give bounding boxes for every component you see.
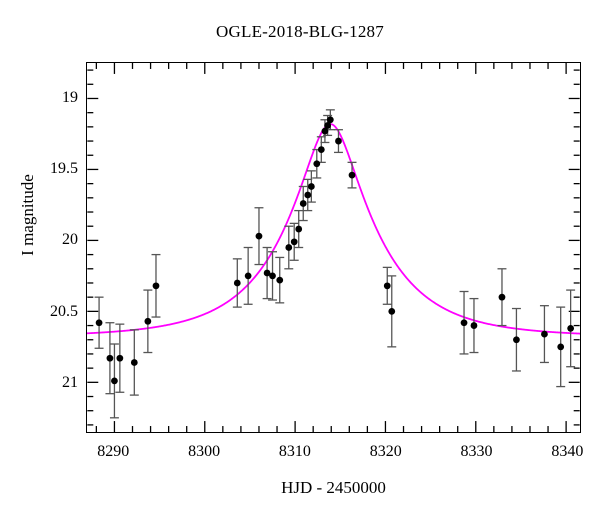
x-axis-label: HJD - 2450000 [281,478,386,497]
y-tick-label: 21 [62,374,78,392]
data-point [557,343,565,351]
y-tick-label: 19.5 [50,160,78,178]
data-point [321,127,329,135]
data-point [326,116,334,124]
data-point [299,200,307,207]
data-point [276,276,284,284]
data-point [144,317,152,325]
data-point [317,146,325,153]
data-point [106,354,114,362]
plot-frame [86,62,581,433]
data-point [111,377,118,385]
model-curve-layer [87,123,580,335]
data-point [244,272,252,280]
y-tick-label: 20 [62,231,78,249]
data-point [130,359,138,366]
x-tick-label: 8310 [278,443,311,460]
data-point [498,293,506,301]
data-point [290,238,298,246]
data-point [313,160,321,168]
x-tick-label: 8330 [460,443,493,460]
data-point [152,282,160,290]
page-title: OGLE-2018-BLG-1287 [216,22,384,41]
data-point [348,171,356,179]
data-point [116,354,124,362]
data-point [285,244,293,251]
data-point [269,272,276,280]
data-point [460,319,468,327]
data-point [388,307,396,315]
x-tick-label: 8290 [97,443,130,460]
data-point [295,225,303,233]
y-axis-label: I magnitude [18,174,37,256]
data-point [470,322,478,329]
data-point [335,137,342,145]
x-tick-label: 8320 [369,443,402,460]
plot-canvas [87,63,580,432]
data-point [541,330,548,338]
data-point [263,269,271,277]
data-point [304,191,312,199]
error-bars-layer [94,109,576,419]
data-point [383,282,391,290]
data-points-layer [95,116,575,385]
data-point [307,183,315,190]
data-point [513,336,520,344]
data-point [95,319,103,327]
data-point [324,122,332,129]
y-tick-label: 19 [62,88,78,106]
x-tick-label: 8300 [188,443,221,460]
data-point [567,325,575,332]
data-point [233,279,241,287]
data-point [255,232,263,240]
x-tick-label: 8340 [551,443,584,460]
axis-ticks [87,63,580,432]
y-tick-label: 20.5 [50,302,78,320]
